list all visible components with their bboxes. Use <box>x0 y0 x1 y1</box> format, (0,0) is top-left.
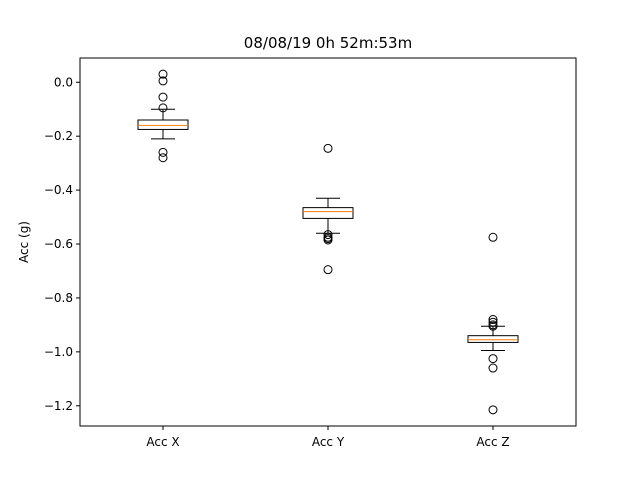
x-tick-label: Acc Z <box>476 435 509 449</box>
y-tick-label: −0.6 <box>44 237 73 251</box>
outlier-point <box>323 230 333 240</box>
outlier-point <box>488 317 498 327</box>
outlier-point <box>323 265 333 275</box>
outlier-point <box>488 363 498 373</box>
box-iqr <box>302 207 354 219</box>
outlier-point <box>158 92 168 102</box>
y-tick-label: −1.2 <box>44 399 73 413</box>
x-tick-label: Acc Y <box>312 435 345 449</box>
box-iqr <box>137 119 189 130</box>
outlier-point <box>158 153 168 163</box>
outlier-point <box>488 405 498 415</box>
y-tick-label: 0.0 <box>54 75 73 89</box>
outlier-point <box>488 354 498 364</box>
y-tick-label: −0.2 <box>44 129 73 143</box>
y-tick-label: −0.4 <box>44 183 73 197</box>
y-tick-label: −1.0 <box>44 345 73 359</box>
chart-title: 08/08/19 0h 52m:53m <box>243 34 413 52</box>
y-tick-label: −0.8 <box>44 291 73 305</box>
outlier-point <box>158 76 168 86</box>
box-iqr <box>467 335 519 343</box>
outlier-point <box>323 235 333 245</box>
outlier-point <box>158 103 168 113</box>
outlier-point <box>488 315 498 325</box>
x-tick-label: Acc X <box>146 435 179 449</box>
plot-frame <box>79 57 577 427</box>
outlier-point <box>158 147 168 157</box>
outlier-point <box>488 232 498 242</box>
outlier-point <box>488 321 498 331</box>
outlier-point <box>158 69 168 79</box>
outlier-point <box>323 143 333 153</box>
